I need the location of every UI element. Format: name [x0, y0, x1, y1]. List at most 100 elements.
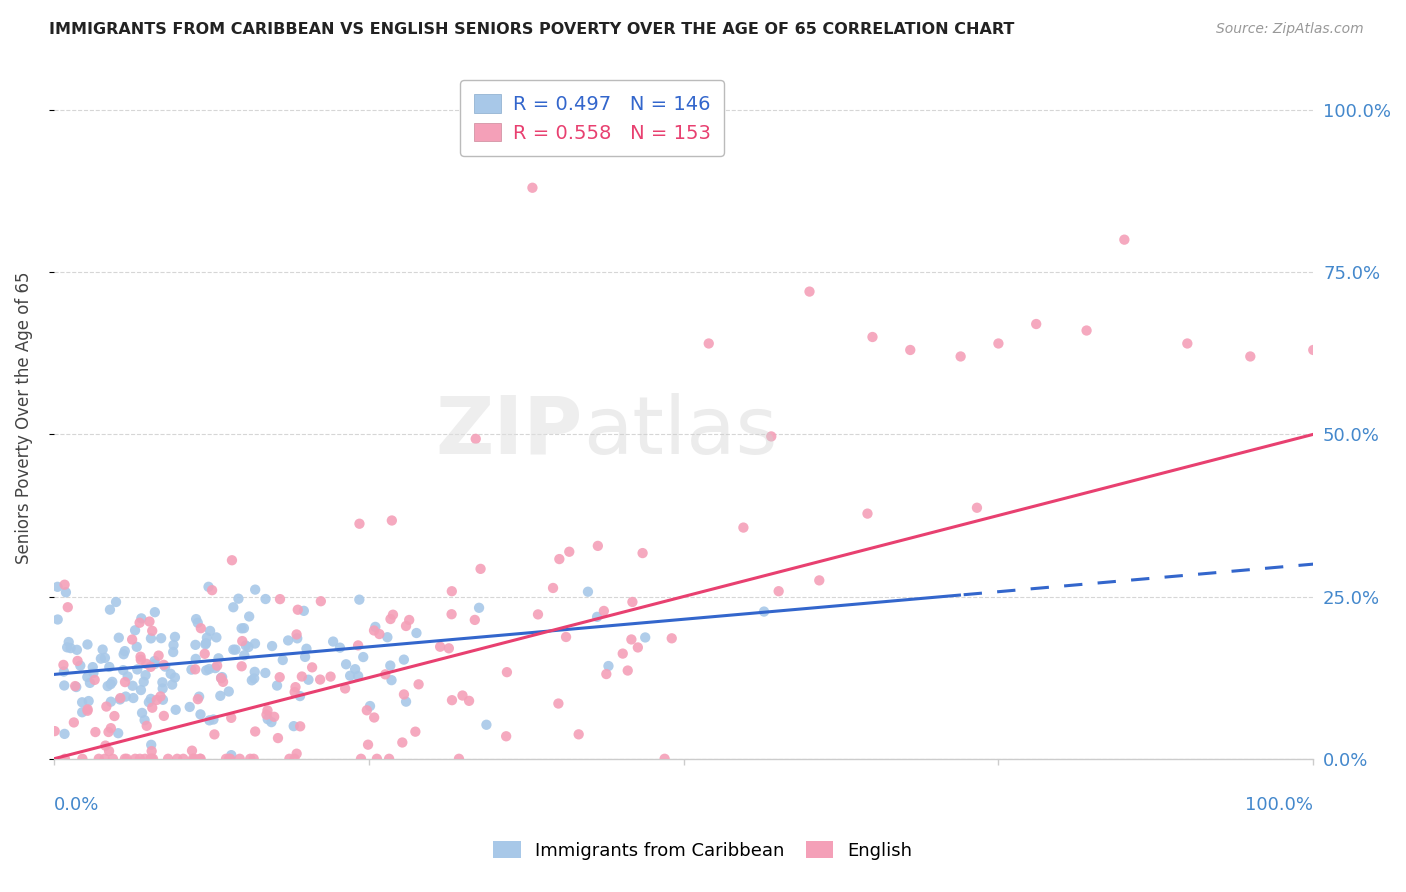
Point: [558, 545, 581, 559]
Point: [100, 677, 122, 691]
Point: [59, 641, 82, 656]
Point: [344, 662, 367, 676]
Point: [733, 520, 755, 534]
Point: [66, 643, 89, 657]
Point: [949, 350, 972, 364]
Point: [440, 693, 463, 707]
Point: [76, 702, 98, 716]
Point: [181, 752, 204, 766]
Point: [238, 609, 260, 624]
Point: [108, 692, 131, 706]
Point: [256, 703, 278, 717]
Point: [595, 667, 617, 681]
Point: [243, 665, 266, 679]
Point: [46, 580, 69, 594]
Point: [235, 639, 257, 653]
Point: [349, 516, 371, 531]
Point: [194, 647, 217, 661]
Point: [188, 752, 211, 766]
Point: [181, 744, 204, 758]
Point: [352, 650, 374, 665]
Point: [100, 695, 122, 709]
Point: [159, 666, 181, 681]
Point: [162, 645, 184, 659]
Point: [527, 607, 550, 622]
Point: [143, 654, 166, 668]
Point: [495, 729, 517, 743]
Point: [464, 613, 486, 627]
Point: [616, 664, 638, 678]
Point: [260, 715, 283, 730]
Point: [381, 607, 404, 622]
Point: [82, 660, 104, 674]
Point: [98, 744, 121, 758]
Point: [179, 700, 201, 714]
Point: [114, 752, 136, 766]
Point: [83, 673, 105, 687]
Point: [661, 632, 683, 646]
Point: [201, 583, 224, 598]
Point: [204, 727, 226, 741]
Point: [187, 692, 209, 706]
Point: [405, 626, 427, 640]
Point: [56, 640, 79, 655]
Point: [135, 719, 157, 733]
Point: [470, 562, 492, 576]
Text: atlas: atlas: [583, 392, 778, 471]
Point: [205, 658, 228, 673]
Point: [267, 731, 290, 745]
Point: [290, 719, 312, 733]
Point: [862, 330, 884, 344]
Point: [218, 684, 240, 698]
Point: [198, 624, 221, 638]
Point: [77, 694, 100, 708]
Point: [202, 713, 225, 727]
Point: [254, 665, 277, 680]
Point: [263, 710, 285, 724]
Point: [152, 681, 174, 696]
Point: [148, 648, 170, 663]
Point: [143, 605, 166, 619]
Point: [222, 600, 245, 615]
Point: [799, 285, 821, 299]
Point: [285, 632, 308, 646]
Point: [198, 662, 221, 676]
Point: [198, 714, 221, 728]
Text: 100.0%: 100.0%: [1246, 797, 1313, 814]
Point: [132, 674, 155, 689]
Point: [228, 591, 250, 606]
Point: [197, 580, 219, 594]
Point: [1302, 343, 1324, 357]
Text: 0.0%: 0.0%: [53, 797, 100, 814]
Point: [131, 706, 153, 720]
Point: [82, 665, 104, 680]
Point: [94, 739, 117, 753]
Point: [143, 657, 166, 671]
Point: [184, 638, 207, 652]
Point: [404, 724, 426, 739]
Point: [808, 574, 831, 588]
Point: [166, 752, 188, 766]
Point: [374, 667, 396, 681]
Point: [58, 635, 80, 649]
Point: [238, 640, 260, 654]
Point: [568, 727, 591, 741]
Point: [240, 673, 263, 688]
Point: [90, 651, 112, 665]
Point: [333, 681, 356, 696]
Point: [283, 719, 305, 733]
Point: [76, 704, 98, 718]
Point: [87, 752, 110, 766]
Point: [377, 630, 399, 644]
Text: ZIP: ZIP: [436, 392, 583, 471]
Point: [761, 429, 783, 443]
Point: [70, 706, 93, 720]
Point: [139, 752, 162, 766]
Point: [56, 600, 79, 615]
Point: [114, 675, 136, 690]
Point: [292, 604, 315, 618]
Point: [184, 652, 207, 666]
Point: [117, 669, 139, 683]
Point: [395, 695, 418, 709]
Point: [322, 634, 344, 648]
